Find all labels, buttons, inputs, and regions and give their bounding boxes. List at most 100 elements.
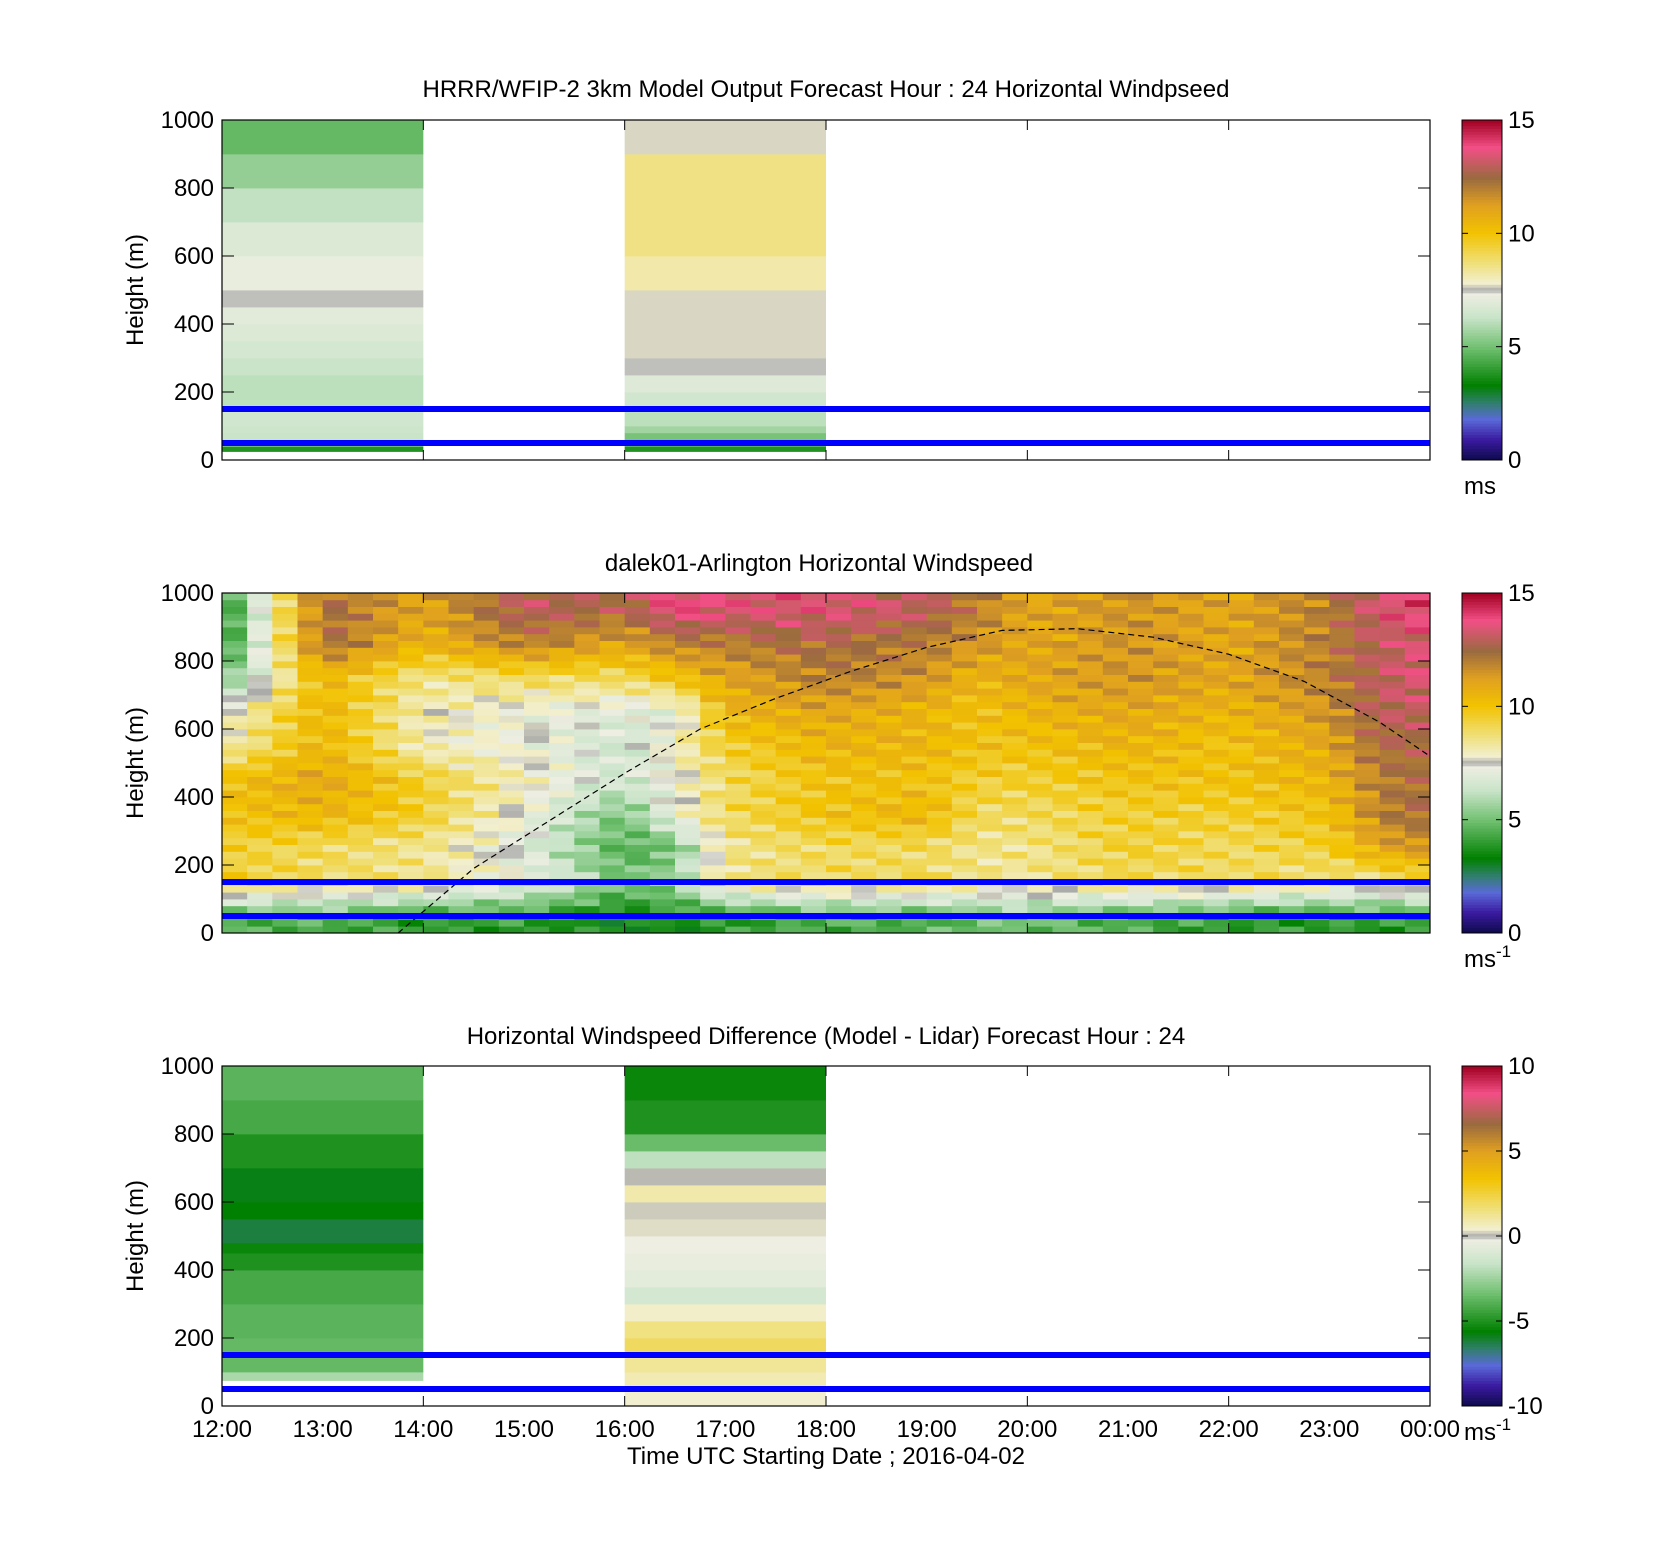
heatmap-cell — [1153, 667, 1179, 675]
heatmap-cell — [1027, 640, 1053, 648]
heatmap-cell — [1279, 599, 1305, 607]
heatmap-cell — [1228, 905, 1255, 913]
heatmap-cell — [347, 763, 374, 771]
heatmap-cell — [926, 756, 953, 764]
heatmap-cell — [1203, 613, 1230, 621]
heatmap-cell — [624, 837, 651, 845]
heatmap-cell — [297, 654, 324, 662]
colorbar-stripe — [1462, 241, 1502, 246]
heatmap-cell — [826, 661, 852, 669]
heatmap-cell — [1052, 593, 1079, 601]
heatmap-cell — [675, 729, 701, 737]
heatmap-cell — [1052, 899, 1079, 907]
heatmap-cell — [1153, 763, 1179, 771]
heatmap-cell — [1128, 742, 1154, 750]
heatmap-cell — [473, 749, 500, 757]
colorbar-stripe — [1462, 437, 1502, 441]
heatmap-cell — [649, 851, 676, 859]
colorbar-stripe — [1462, 763, 1502, 767]
heatmap-cell — [649, 871, 676, 879]
heatmap-cell — [1379, 756, 1406, 764]
colorbar-stripe — [1462, 400, 1502, 404]
heatmap-cell — [826, 749, 852, 757]
heatmap-cell — [1002, 926, 1028, 933]
heatmap-cell — [977, 885, 1003, 893]
heatmap-cell — [322, 667, 349, 675]
heatmap-cell — [1077, 858, 1104, 866]
heatmap-cell — [826, 837, 852, 845]
heatmap-cell — [951, 824, 978, 832]
heatmap-cell — [675, 851, 701, 859]
heatmap-cell — [1128, 593, 1154, 601]
heatmap-cell — [549, 749, 575, 757]
heatmap-cell — [826, 865, 852, 873]
heatmap-cell — [1203, 817, 1230, 825]
heatmap-cell — [448, 885, 475, 893]
heatmap-cell — [1379, 885, 1406, 893]
heatmap-cell — [297, 715, 324, 723]
heatmap-cell — [1203, 599, 1230, 607]
colorbar-stripe — [1462, 1179, 1502, 1183]
heatmap-cell — [498, 613, 525, 621]
heatmap-cell — [1203, 899, 1230, 907]
heatmap-cell — [272, 606, 298, 614]
heatmap-cell — [624, 919, 651, 927]
heatmap-cell — [549, 613, 575, 621]
heatmap-cell — [524, 837, 550, 845]
colorbar-stripe — [1462, 771, 1502, 775]
colorbar-stripe — [1462, 1349, 1502, 1353]
heatmap-cell — [1228, 708, 1255, 716]
heatmap-cell — [272, 803, 298, 811]
heatmap-cell — [373, 776, 399, 784]
heatmap-cell — [826, 613, 852, 621]
heatmap-cell — [599, 708, 626, 716]
colorbar-stripe — [1462, 392, 1502, 396]
heatmap-cell — [1102, 640, 1129, 648]
heatmap-cell — [1379, 810, 1406, 818]
heatmap-cell — [775, 824, 802, 832]
heatmap-cell — [222, 688, 248, 696]
heatmap-cell — [1153, 797, 1179, 805]
heatmap-cell — [1354, 919, 1381, 927]
heatmap-cell — [901, 810, 928, 818]
heatmap-cell — [624, 871, 651, 879]
heatmap-cell — [1153, 790, 1179, 798]
colorbar-stripe — [1462, 253, 1502, 257]
colorbar-stripe — [1462, 1233, 1502, 1237]
heatmap-cell — [222, 695, 248, 703]
heatmap-cell — [1253, 763, 1280, 771]
y-tick-label: 1000 — [161, 107, 214, 134]
heatmap-cell — [1153, 851, 1179, 859]
heatmap-cell — [549, 674, 575, 682]
heatmap-cell — [498, 769, 525, 777]
x-tick-label: 12:00 — [192, 1416, 252, 1443]
colorbar-stripe — [1462, 173, 1502, 178]
heatmap-cell — [1228, 735, 1255, 743]
heatmap-cell — [247, 892, 273, 900]
heatmap-cell — [1077, 708, 1104, 716]
panel-model-frame — [221, 119, 1431, 461]
heatmap-cell — [876, 749, 902, 757]
panel-model-ylabel: Height (m) — [122, 234, 149, 346]
colorbar-stripe — [1462, 879, 1502, 883]
heatmap-cell — [1203, 831, 1230, 839]
heatmap-cell — [1279, 654, 1305, 662]
colorbar-stripe — [1462, 1346, 1502, 1350]
heatmap-cell — [700, 640, 726, 648]
heatmap-cell — [1153, 620, 1179, 628]
heatmap-cell — [423, 620, 449, 628]
heatmap-cell — [649, 701, 676, 709]
heatmap-cell — [222, 341, 424, 359]
colorbar-stripe — [1462, 703, 1502, 707]
heatmap-cell — [1304, 817, 1330, 825]
colorbar-stripe — [1462, 924, 1502, 928]
heatmap-cell — [624, 742, 651, 750]
colorbar-stripe — [1462, 148, 1502, 152]
heatmap-cell — [1279, 620, 1305, 628]
heatmap-cell — [398, 688, 424, 696]
heatmap-cell — [1027, 613, 1053, 621]
heatmap-cell — [1379, 790, 1406, 798]
heatmap-cell — [750, 695, 777, 703]
heatmap-cell — [222, 919, 248, 927]
panel-lidar-title: dalek01-Arlington Horizontal Windspeed — [605, 550, 1033, 577]
